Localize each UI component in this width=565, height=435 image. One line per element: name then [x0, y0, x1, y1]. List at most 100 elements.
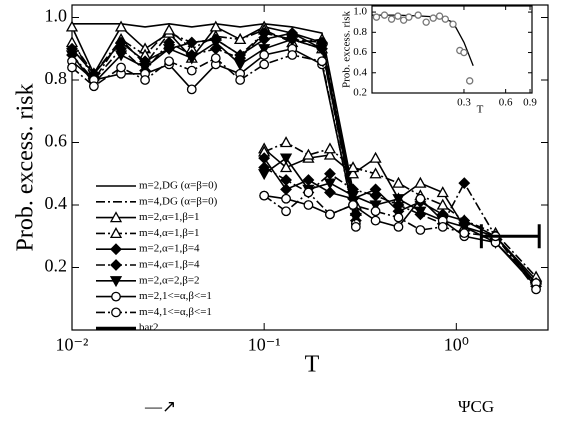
marker — [235, 75, 246, 85]
marker — [65, 20, 79, 32]
marker — [323, 148, 337, 160]
marker — [67, 62, 77, 73]
marker — [186, 84, 197, 95]
marker — [460, 48, 468, 57]
marker — [350, 221, 361, 232]
marker — [259, 59, 270, 70]
marker — [435, 12, 444, 20]
y-tick-label: 1.0 — [45, 6, 68, 26]
marker — [162, 44, 176, 56]
marker — [234, 59, 247, 71]
marker — [392, 176, 405, 188]
marker — [370, 215, 381, 226]
marker — [109, 227, 123, 239]
x-tick-label: 0.6 — [499, 96, 513, 108]
marker — [399, 16, 408, 24]
marker — [116, 62, 126, 73]
legend-label: m=2,α=1,β=4 — [139, 243, 200, 255]
marker — [286, 34, 299, 46]
y-tick-label: 1.0 — [353, 6, 367, 18]
marker — [348, 200, 358, 210]
marker — [186, 65, 197, 76]
y-tick-label: 0.2 — [45, 256, 68, 276]
marker — [415, 225, 426, 235]
series-line — [71, 28, 537, 278]
marker — [303, 200, 314, 210]
marker — [111, 307, 121, 318]
marker — [279, 136, 293, 148]
y-tick-label: 0.4 — [45, 193, 68, 213]
legend-label: m=2,α=1,β=1 — [139, 211, 200, 223]
marker — [465, 77, 474, 85]
marker — [415, 193, 426, 204]
marker — [317, 56, 327, 67]
marker — [114, 20, 128, 32]
marker — [138, 62, 152, 74]
marker — [303, 187, 314, 198]
y-tick-label: 0.8 — [353, 26, 367, 38]
marker — [459, 228, 470, 239]
y-tick-label: 0.4 — [353, 66, 367, 78]
marker — [259, 50, 270, 60]
marker — [279, 161, 293, 173]
marker — [422, 18, 430, 26]
marker — [369, 200, 382, 212]
marker — [315, 44, 329, 56]
marker — [346, 161, 360, 173]
marker — [393, 221, 404, 232]
legend-label: m=2,DG (α=β=0) — [139, 180, 218, 192]
marker — [436, 186, 449, 198]
marker — [387, 15, 396, 23]
marker — [394, 12, 402, 20]
marker — [325, 209, 335, 220]
legend-label: m=4,α=1,β=4 — [139, 259, 200, 271]
marker — [110, 259, 122, 271]
marker — [111, 291, 121, 302]
legend-label: m=4,α=1,β=1 — [139, 227, 200, 239]
marker — [281, 206, 291, 217]
marker — [323, 178, 337, 190]
x-tick-label: 0.9 — [523, 96, 537, 108]
y-tick-label: 0.8 — [45, 68, 68, 88]
marker — [437, 221, 448, 232]
marker — [280, 174, 292, 186]
marker — [259, 190, 270, 201]
marker — [370, 206, 381, 217]
marker — [324, 186, 336, 199]
y-tick-label: 0.6 — [45, 131, 68, 151]
y-tick-label: 0.2 — [353, 87, 367, 99]
marker — [323, 142, 337, 154]
marker — [281, 193, 291, 204]
plot-frame — [371, 5, 533, 94]
marker — [65, 50, 79, 62]
marker — [114, 50, 128, 62]
x-axis-title: T — [305, 352, 320, 378]
marker — [393, 212, 404, 223]
x-tick-label: 0.3 — [457, 96, 471, 108]
marker — [414, 176, 427, 188]
x-axis-title: T — [477, 104, 484, 116]
y-axis-title: Prob. excess. risk — [341, 11, 353, 88]
marker — [346, 167, 360, 179]
annotation: —↗ — [144, 397, 176, 416]
marker — [414, 206, 427, 218]
marker — [392, 194, 405, 206]
marker — [458, 177, 471, 190]
y-tick-label: 0.6 — [353, 46, 367, 58]
marker — [369, 151, 382, 163]
marker — [531, 284, 541, 295]
marker — [380, 11, 389, 19]
marker — [162, 23, 176, 35]
marker — [140, 75, 150, 85]
annotation: ΨCG — [458, 397, 494, 416]
x-tick-label: 10⁻¹ — [248, 334, 281, 354]
marker — [209, 37, 222, 49]
marker — [164, 56, 174, 67]
marker — [429, 14, 437, 22]
marker — [287, 50, 298, 60]
legend-label: m=4,DG (α=β=0) — [139, 195, 218, 207]
marker — [109, 276, 123, 288]
marker — [234, 33, 247, 45]
marker — [372, 13, 381, 21]
